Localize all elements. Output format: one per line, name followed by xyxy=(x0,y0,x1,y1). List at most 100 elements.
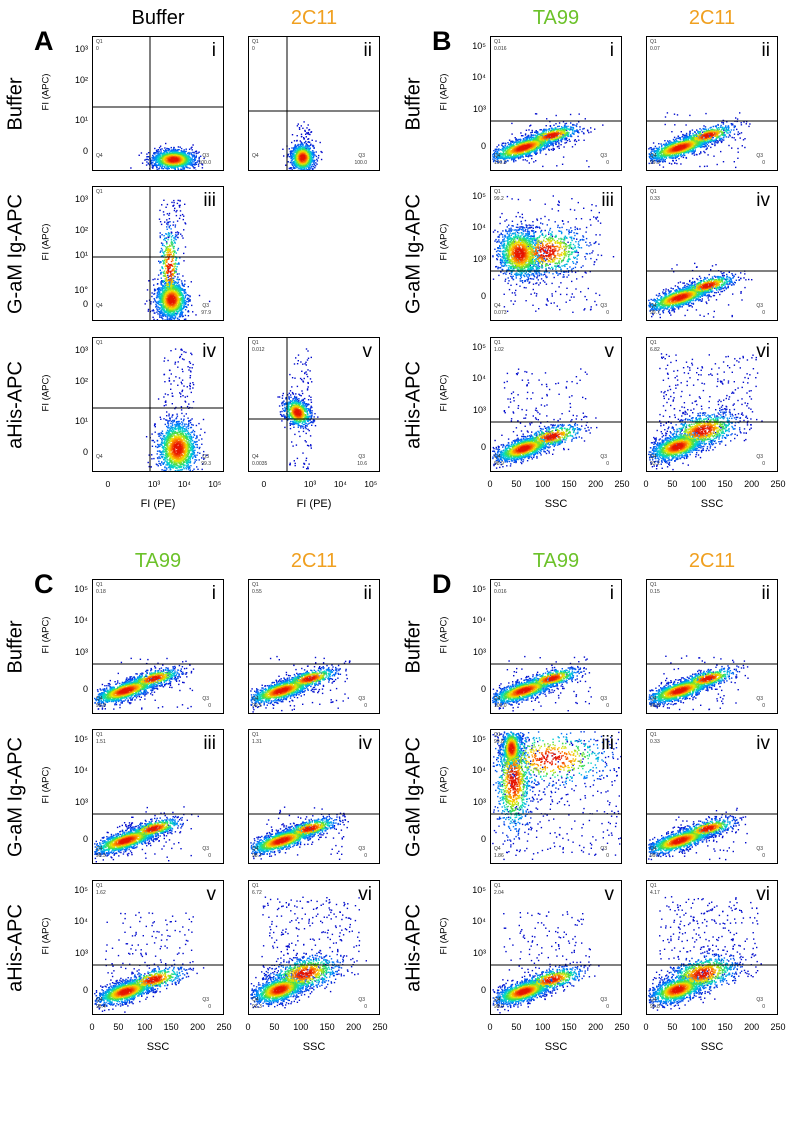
plot-number: ii xyxy=(762,584,770,603)
quadrant-q3-label: Q3 xyxy=(358,154,365,159)
quadrant-q3-label: Q3 xyxy=(600,455,607,460)
row-label: Buffer xyxy=(5,620,28,673)
quadrant-q3-label: Q3 xyxy=(202,998,209,1003)
quadrant-q4-label: Q4 xyxy=(252,697,259,702)
x-tick-label: 200 xyxy=(184,1023,212,1032)
quadrant-q3-value: 0 xyxy=(762,854,765,859)
quadrant-q4-label: Q4 xyxy=(494,304,501,309)
y-tick-label: 10³ xyxy=(460,105,486,114)
plot-number: i xyxy=(212,584,216,603)
quadrant-q3-value: 100.0 xyxy=(198,161,211,166)
quadrant-q4-value: 0.073 xyxy=(494,311,507,316)
y-tick-label: 10⁴ xyxy=(62,615,88,625)
panel-letter: B xyxy=(432,28,452,55)
y-tick-label: 10⁴ xyxy=(460,916,486,926)
y-axis-label: FI (APC) xyxy=(439,223,450,260)
panel-letter: D xyxy=(432,571,452,598)
y-tick-label: 10⁵ xyxy=(62,734,88,744)
scatter-points xyxy=(647,262,777,319)
dot-plot: iv Q1 0.33 Q4 99.7 Q3 0 xyxy=(646,186,778,321)
plot-number: v xyxy=(363,342,373,361)
quadrant-q1-label: Q1 xyxy=(650,583,657,588)
x-tick-label: 150 xyxy=(313,1023,341,1032)
x-tick-label: 200 xyxy=(738,480,766,489)
quadrant-q4-value: 98.5 xyxy=(96,854,106,859)
y-tick-label: 10° xyxy=(62,286,88,295)
quadrant-q3-label: Q3 xyxy=(756,847,763,852)
quadrant-q3-label: Q3 xyxy=(600,998,607,1003)
quadrant-q3-value: 99.3 xyxy=(201,462,211,467)
quadrant-q1-label: Q1 xyxy=(96,341,103,346)
y-tick-label: 0 xyxy=(62,299,88,309)
y-axis-label: FI (APC) xyxy=(41,223,52,260)
dot-plot: i Q1 0 Q4 Q3 100.0 xyxy=(92,36,224,171)
plot-number: iii xyxy=(203,734,216,753)
quadrant-q4-label: Q4 xyxy=(96,154,103,159)
y-tick-label: 10² xyxy=(62,75,88,85)
quadrant-q1-label: Q1 xyxy=(252,583,259,588)
y-axis-label: FI (APC) xyxy=(41,917,52,954)
quadrant-q1-value: 0.012 xyxy=(252,348,265,353)
row-label: Buffer xyxy=(5,77,28,130)
quadrant-q1-label: Q1 xyxy=(252,733,259,738)
y-tick-label: 10⁴ xyxy=(460,222,486,232)
x-tick-label: 10³ xyxy=(296,480,324,489)
quadrant-q1-label: Q1 xyxy=(96,884,103,889)
dot-plot: iii Q1 Q4 Q3 97.9 xyxy=(92,186,224,321)
quadrant-q1-label: Q1 xyxy=(494,341,501,346)
x-tick-label: 50 xyxy=(658,480,686,489)
y-tick-label: 10¹ xyxy=(62,251,88,260)
quadrant-q4-value: 99.7 xyxy=(650,854,660,859)
y-axis-label: FI (APC) xyxy=(439,616,450,653)
column-header: Buffer xyxy=(98,8,218,28)
quadrant-q1-label: Q1 xyxy=(494,583,501,588)
quadrant-q4-value: 98.9 xyxy=(494,462,504,467)
row-label: G-aM Ig-APC xyxy=(403,193,426,313)
quadrant-q1-value: 0.55 xyxy=(252,590,262,595)
x-tick-label: 0 xyxy=(476,480,504,489)
quadrant-q1-value: 1.02 xyxy=(494,348,504,353)
x-tick-label: 10⁴ xyxy=(170,480,198,489)
scatter-points xyxy=(93,806,223,863)
row-label: aHis-APC xyxy=(5,361,28,449)
y-tick-label: 10⁵ xyxy=(460,342,486,352)
x-tick-label: 150 xyxy=(555,1023,583,1032)
y-tick-label: 10⁴ xyxy=(460,72,486,82)
quadrant-q4-label: Q4 xyxy=(96,697,103,702)
dot-plot: ii Q1 0 Q4 Q3 100.0 xyxy=(248,36,380,171)
quadrant-q1-label: Q1 xyxy=(650,40,657,45)
quadrant-q1-value: 0 xyxy=(96,47,99,52)
x-tick-label: 200 xyxy=(582,1023,610,1032)
scatter-points xyxy=(491,911,621,1014)
quadrant-q1-label: Q1 xyxy=(494,733,501,738)
x-tick-label: 150 xyxy=(711,1023,739,1032)
quadrant-q1-label: Q1 xyxy=(96,40,103,45)
y-tick-label: 10² xyxy=(62,376,88,386)
x-tick-label: 0 xyxy=(234,1023,262,1032)
dot-plot: i Q1 0.016 Q4 100.0 Q3 0 xyxy=(490,36,622,171)
quadrant-q4-label: Q4 xyxy=(252,847,259,852)
dot-plot: v Q1 0.012 Q4 0.0035 Q3 10.6 xyxy=(248,337,380,472)
quadrant-q4-value: 100.0 xyxy=(494,704,507,709)
quadrant-q3-label: Q3 xyxy=(600,847,607,852)
scatter-points xyxy=(93,911,223,1013)
scatter-points xyxy=(647,807,777,861)
quadrant-q4-value: 98.4 xyxy=(96,1005,106,1010)
column-header: 2C11 xyxy=(254,8,374,28)
quadrant-q4-value: 100.0 xyxy=(494,161,507,166)
scatter-points xyxy=(93,338,223,471)
quadrant-q3-label: Q3 xyxy=(358,455,365,460)
x-tick-label: 0 xyxy=(94,480,122,489)
plot-number: ii xyxy=(364,41,372,60)
y-axis-label: FI (APC) xyxy=(41,766,52,803)
y-tick-label: 0 xyxy=(62,147,88,156)
x-tick-label: 250 xyxy=(764,1023,792,1032)
x-tick-label: 100 xyxy=(685,480,713,489)
quadrant-q3-value: 97.9 xyxy=(201,311,211,316)
x-tick-label: 250 xyxy=(366,1023,394,1032)
scatter-points xyxy=(249,338,379,471)
quadrant-q3-value: 0 xyxy=(762,1005,765,1010)
y-tick-label: 10³ xyxy=(62,44,88,54)
y-tick-label: 10⁵ xyxy=(460,584,486,594)
x-tick-label: 100 xyxy=(529,480,557,489)
